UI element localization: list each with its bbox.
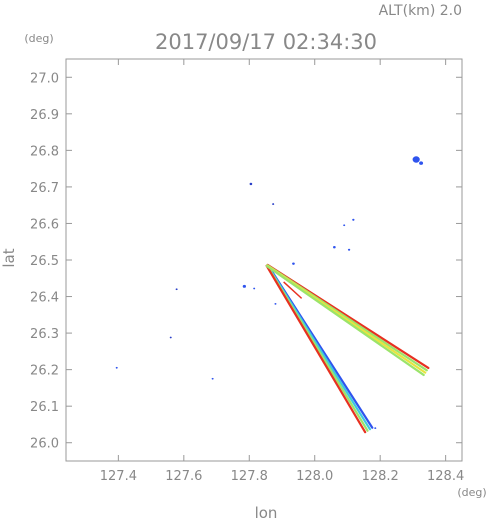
echo-point <box>274 302 277 305</box>
y-tick-label: 26.0 <box>30 437 59 452</box>
radial-echo-band <box>265 264 425 377</box>
plot-area <box>115 156 430 434</box>
altitude-label: ALT(km) 2.0 <box>379 3 462 19</box>
chart-title: 2017/09/17 02:34:30 <box>155 30 377 54</box>
y-tick-label: 26.5 <box>30 254 59 269</box>
echo-point <box>272 203 275 205</box>
echo-point <box>343 224 346 227</box>
x-tick-label: 127.8 <box>231 469 268 484</box>
echo-point <box>175 288 178 291</box>
y-tick-label: 26.6 <box>30 217 59 232</box>
echo-point <box>352 218 355 221</box>
y-tick-label: 27.0 <box>30 71 59 86</box>
echo-point <box>242 284 246 288</box>
y-tick-label: 26.2 <box>30 364 59 379</box>
plot-frame <box>65 58 463 462</box>
axes: 127.4 127.6 127.8 128.0 128.2 128.4 26.0 26.1 26… <box>30 58 464 484</box>
radial-echo-band <box>265 264 367 434</box>
x-axis-title: lon <box>255 504 278 521</box>
y-tick-label: 26.1 <box>30 400 59 415</box>
y-tick-label: 26.3 <box>30 327 59 342</box>
y-tick-label: 26.8 <box>30 144 59 159</box>
echo-point <box>253 287 256 290</box>
x-tick-label: 128.0 <box>296 469 333 484</box>
y-unit-label: (deg) <box>24 32 53 45</box>
echo-point <box>374 427 377 430</box>
echo-point <box>115 366 118 369</box>
y-tick-label: 26.7 <box>30 181 59 196</box>
x-tick-label: 128.2 <box>362 469 399 484</box>
x-tick-label: 127.4 <box>100 469 137 484</box>
echo-point <box>419 161 424 165</box>
echo-point <box>249 182 253 186</box>
x-unit-label: (deg) <box>457 486 486 499</box>
echo-point <box>169 336 172 339</box>
red-echo-streak <box>283 281 303 299</box>
echo-point <box>412 156 420 163</box>
echo-point <box>211 377 214 380</box>
echo-point <box>347 248 351 251</box>
y-tick-label: 26.9 <box>30 108 59 123</box>
x-tick-label: 127.6 <box>165 469 202 484</box>
echo-point <box>292 262 295 265</box>
x-tick-label: 128.4 <box>427 469 464 484</box>
y-axis-title: lat <box>0 248 18 267</box>
echo-point <box>333 246 336 249</box>
y-tick-label: 26.4 <box>30 291 59 306</box>
